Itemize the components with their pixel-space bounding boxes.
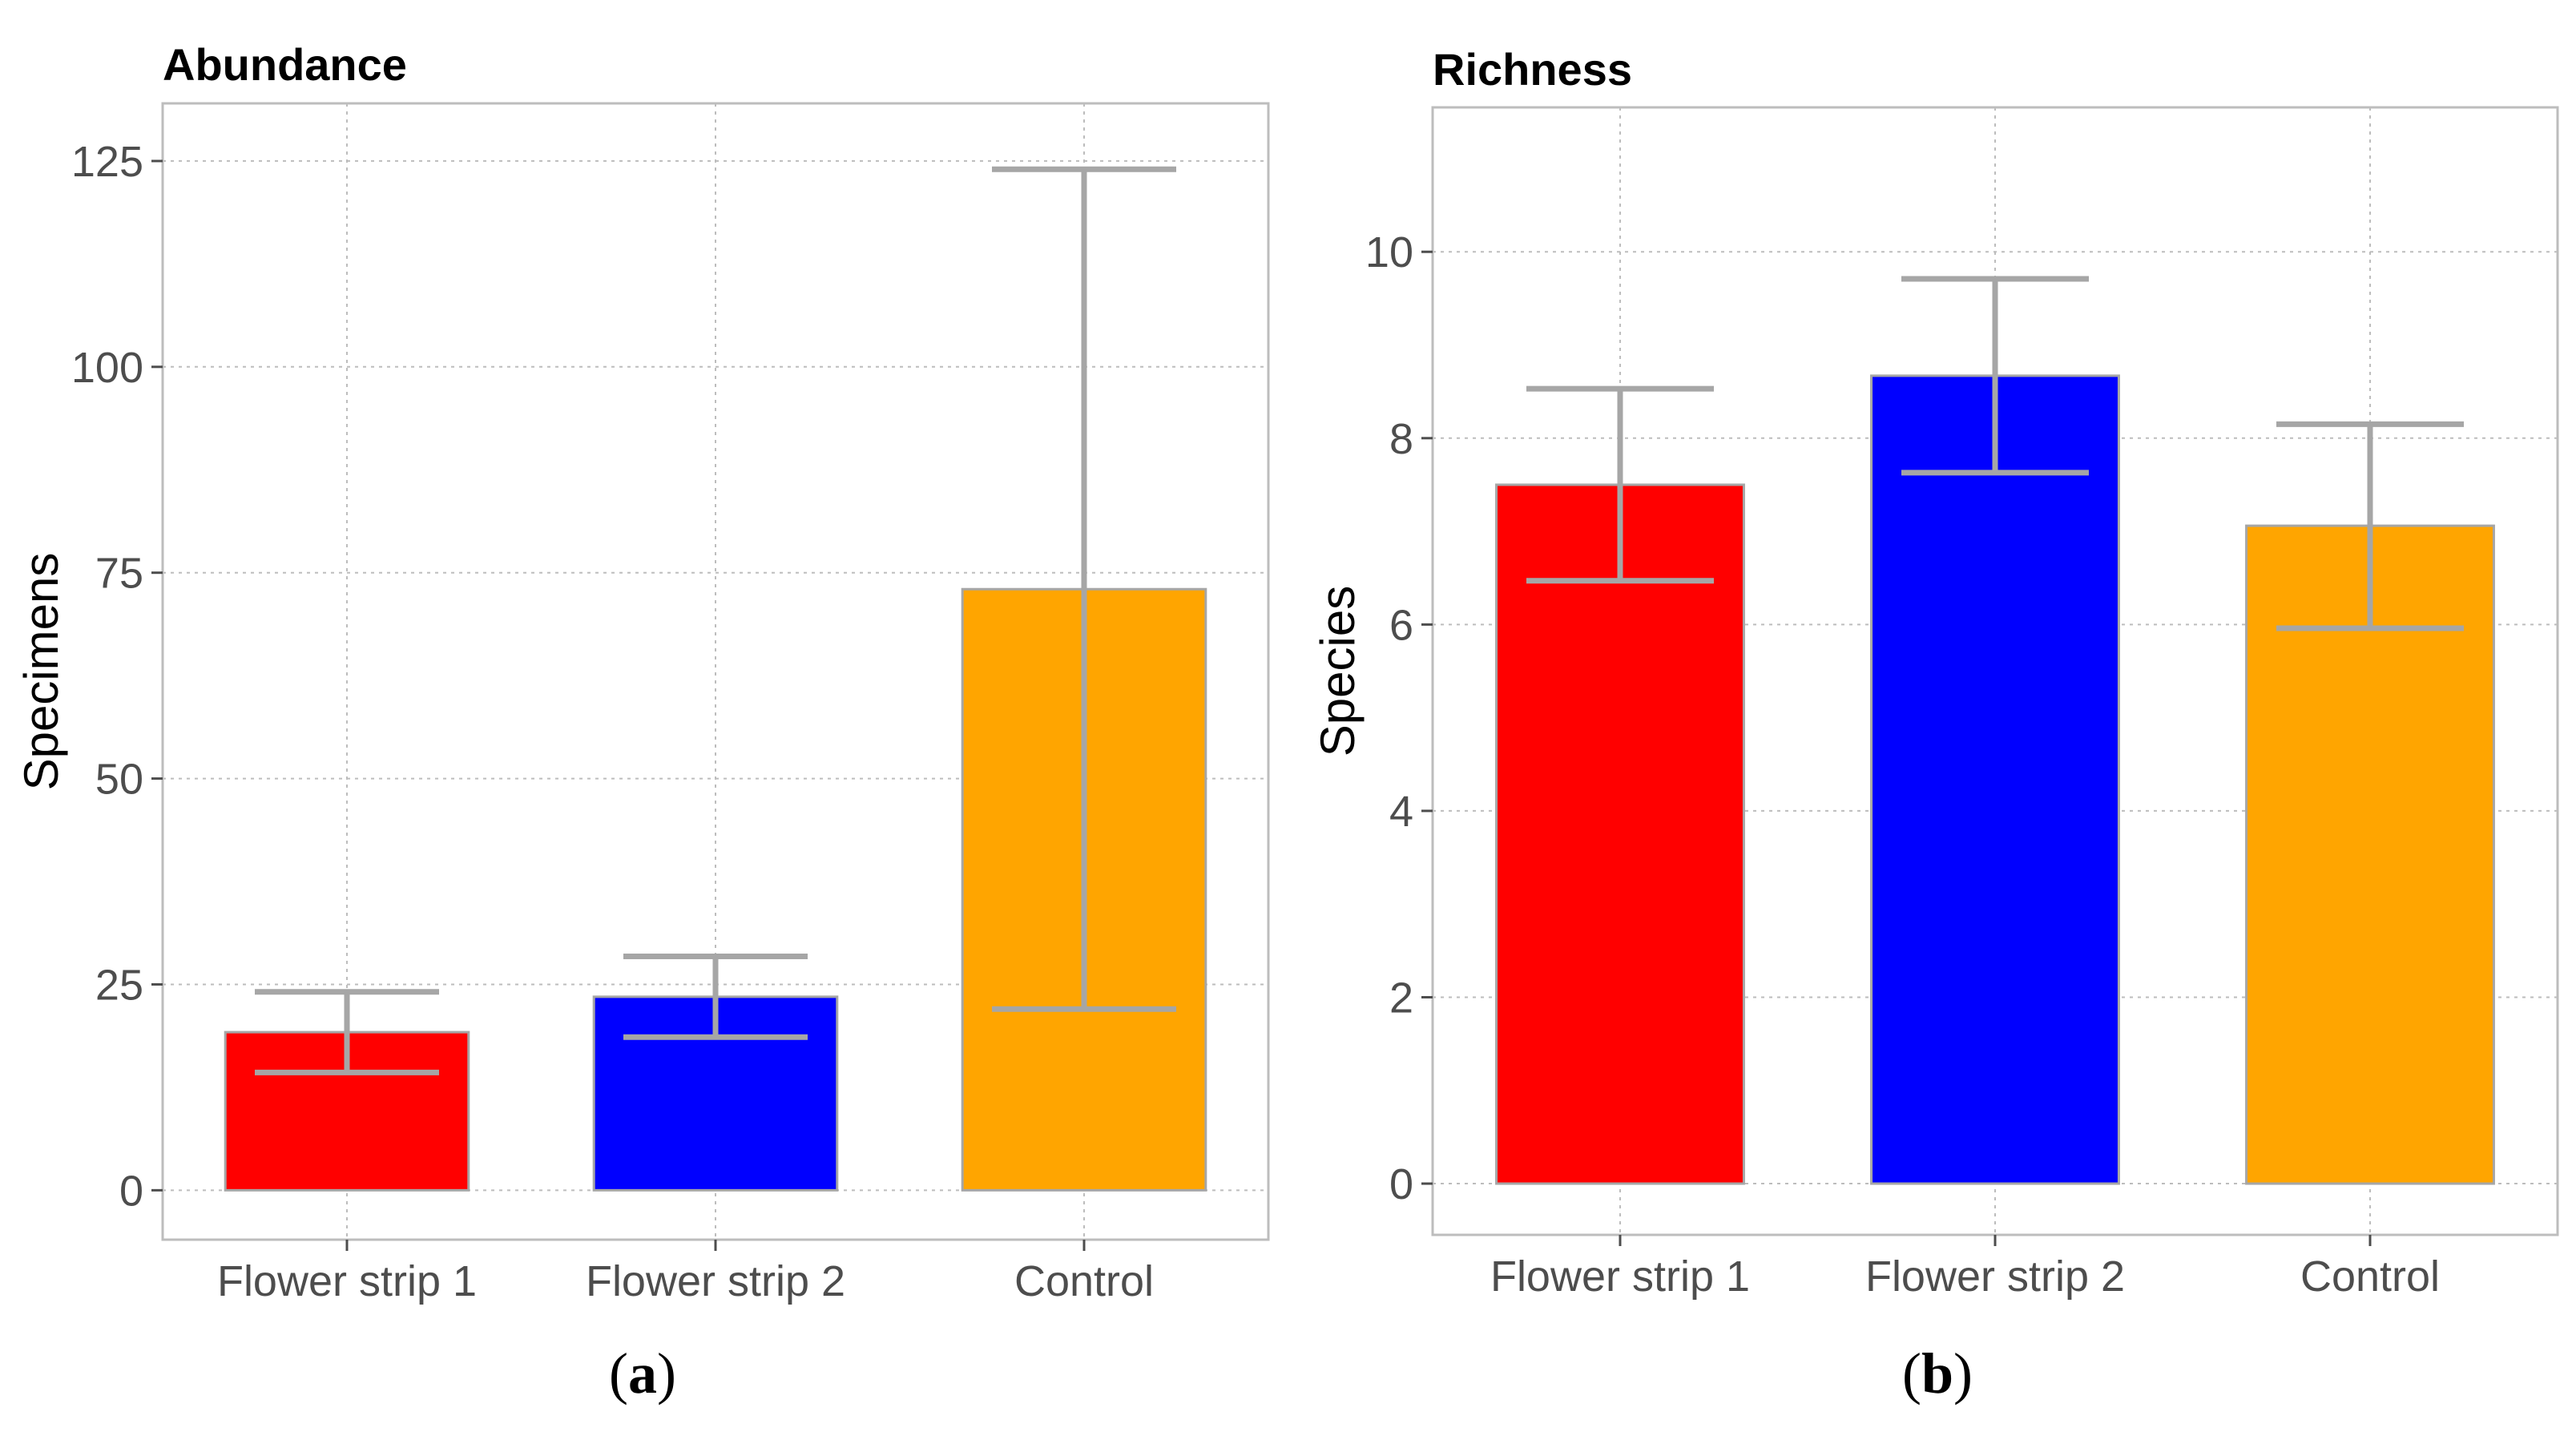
- caption-letter: b: [1921, 1341, 1953, 1406]
- panel-title: Richness: [1433, 44, 1632, 95]
- y-tick-label: 25: [95, 961, 143, 1009]
- panel-richness: 0 2 4 6 8 10 Flower strip 1 Flower strip 2 Contr…: [1311, 44, 2559, 1406]
- y-tick-label: 2: [1389, 974, 1413, 1022]
- error-bar: [255, 989, 439, 1075]
- y-axis-label: Specimens: [14, 553, 68, 791]
- caption-letter: a: [628, 1341, 657, 1406]
- error-bar: [2276, 421, 2464, 631]
- x-tick-label: Control: [1014, 1257, 1154, 1305]
- error-bar: [1526, 385, 1714, 584]
- panel-caption: (a): [609, 1341, 676, 1406]
- y-tick-label: 75: [95, 550, 143, 598]
- x-tick-label: Flower strip 2: [586, 1257, 845, 1305]
- y-tick-label: 4: [1389, 788, 1413, 836]
- bar-flower-strip-1: [1495, 483, 1745, 1185]
- panel-abundance: 0 25 50 75 100 125 Flower strip 1 Flower strip …: [14, 39, 1270, 1406]
- y-tick-label: 50: [95, 756, 143, 804]
- y-tick-label: 0: [119, 1167, 143, 1215]
- x-tick-label: Flower strip 1: [217, 1257, 477, 1305]
- y-tick-label: 10: [1365, 228, 1413, 276]
- panel-title: Abundance: [163, 39, 407, 90]
- x-tick-label: Control: [2300, 1252, 2440, 1301]
- caption-paren-open: (: [609, 1341, 628, 1406]
- bar-control: [2245, 524, 2495, 1185]
- error-bar: [1901, 276, 2089, 476]
- error-bar: [623, 954, 808, 1040]
- y-tick-label: 125: [71, 138, 143, 186]
- caption-paren-open: (: [1902, 1341, 1921, 1406]
- error-bar: [992, 166, 1176, 1012]
- bar-flower-strip-2: [1870, 374, 2120, 1185]
- y-axis-label: Species: [1311, 586, 1365, 756]
- panel-caption: (b): [1902, 1341, 1973, 1406]
- y-tick-label: 6: [1389, 601, 1413, 649]
- x-tick-label: Flower strip 1: [1490, 1252, 1750, 1301]
- caption-paren-close: ): [1953, 1341, 1973, 1406]
- x-tick-label: Flower strip 2: [1865, 1252, 2125, 1301]
- y-tick-label: 0: [1389, 1160, 1413, 1208]
- y-tick-label: 8: [1389, 415, 1413, 463]
- y-tick-label: 100: [71, 344, 143, 392]
- caption-paren-close: ): [657, 1341, 676, 1406]
